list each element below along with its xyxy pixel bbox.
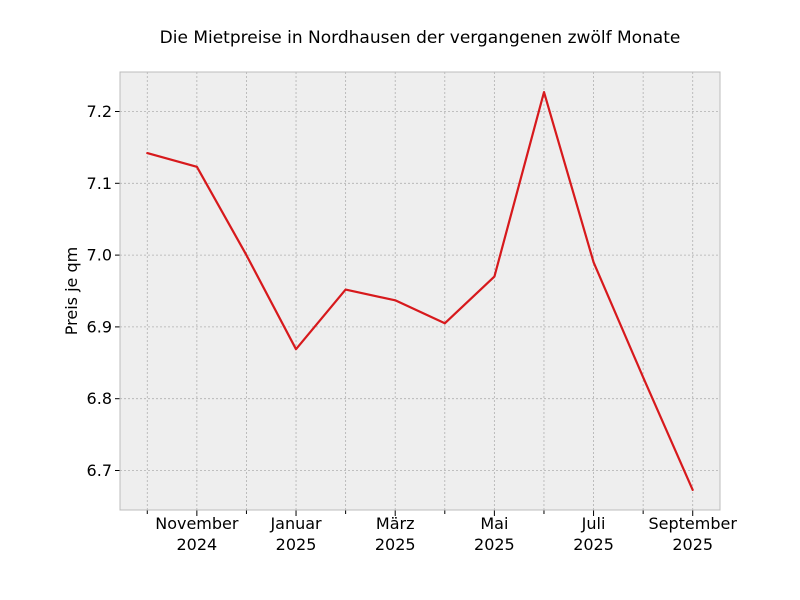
plot-area xyxy=(120,72,720,510)
y-tick-label: 7.0 xyxy=(87,246,112,265)
axis-ticks: November 2024 Januar 2025 März 2025 Mai 2025 Jul… xyxy=(87,102,738,554)
x-tick-label-month: September xyxy=(649,514,738,533)
x-tick-label-month: März xyxy=(376,514,415,533)
x-tick-label-month: Mai xyxy=(480,514,508,533)
x-tick-label-year: 2025 xyxy=(573,535,614,554)
y-tick-label: 7.1 xyxy=(87,174,112,193)
y-axis-label: Preis je qm xyxy=(62,247,81,335)
series-layer xyxy=(146,90,694,491)
x-tick-label-month: Juli xyxy=(581,514,606,533)
y-tick-label: 6.9 xyxy=(87,317,112,336)
series-line xyxy=(146,90,694,491)
y-tick-label: 6.7 xyxy=(87,461,112,480)
x-tick-label-year: 2025 xyxy=(672,535,713,554)
plot-frame xyxy=(119,71,721,511)
x-tick-label-year: 2025 xyxy=(474,535,515,554)
grid-lines xyxy=(120,72,720,510)
y-tick-label: 6.8 xyxy=(87,389,112,408)
y-tick-label: 7.2 xyxy=(87,102,112,121)
x-tick-label-year: 2025 xyxy=(375,535,416,554)
x-tick-label-year: 2024 xyxy=(177,535,218,554)
x-tick-label-year: 2025 xyxy=(276,535,317,554)
chart-title: Die Mietpreise in Nordhausen der vergang… xyxy=(160,28,681,48)
x-tick-label-month: Januar xyxy=(269,514,322,533)
x-tick-label-month: November xyxy=(155,514,239,533)
